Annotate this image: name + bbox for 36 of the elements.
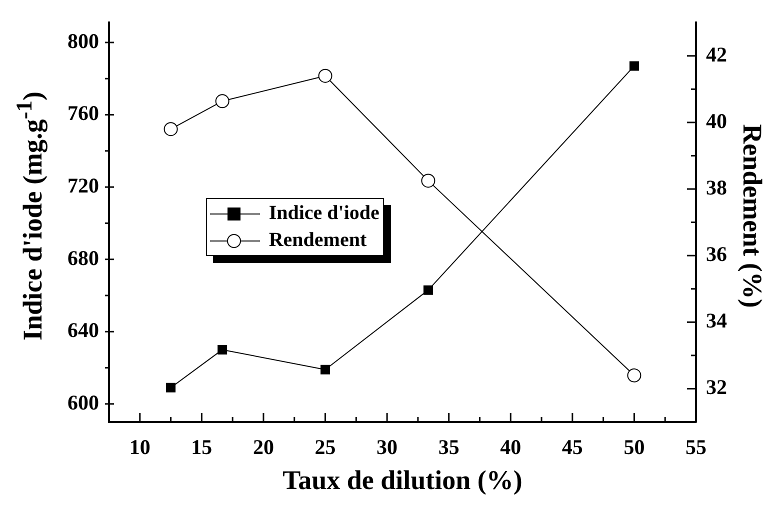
y-tick-label: 760 — [68, 101, 99, 126]
y2-tick-label: 42 — [706, 42, 727, 66]
y-tick-label: 800 — [68, 28, 99, 53]
point — [166, 382, 176, 392]
y2-tick-label: 32 — [706, 375, 727, 400]
x-tick-label: 10 — [129, 435, 150, 460]
x-tick-label: 35 — [438, 435, 460, 460]
y-tick-label: 640 — [68, 318, 99, 342]
legend-label: Indice d'iode — [268, 201, 380, 226]
x-tick-label: 30 — [376, 435, 398, 460]
point — [629, 61, 639, 71]
x-axis-title: Taux de dilution (%) — [282, 465, 524, 496]
y2-tick-label: 40 — [706, 108, 727, 133]
x-tick-label: 15 — [191, 435, 212, 460]
point — [421, 174, 436, 188]
y-tick-label: 680 — [68, 246, 99, 270]
point — [320, 364, 330, 374]
legend-label: Rendement — [268, 228, 367, 254]
x-tick-label: 55 — [686, 435, 706, 460]
x-tick-label: 40 — [500, 435, 522, 460]
point — [218, 344, 228, 354]
y2-tick-label: 34 — [706, 308, 728, 333]
y2-axis-title: Rendement (%) — [736, 124, 768, 308]
point — [215, 94, 230, 108]
y-tick-label: 720 — [68, 173, 99, 198]
point — [627, 368, 642, 382]
y2-tick-label: 36 — [706, 242, 727, 266]
x-tick-label: 25 — [314, 435, 336, 460]
x-tick-label: 20 — [252, 435, 274, 460]
x-tick-label: 50 — [624, 435, 645, 460]
y-tick-label: 600 — [68, 390, 99, 414]
x-tick-label: 45 — [562, 435, 583, 460]
point — [423, 285, 433, 295]
y2-tick-label: 38 — [706, 175, 727, 200]
point — [318, 68, 332, 83]
point — [164, 122, 178, 136]
